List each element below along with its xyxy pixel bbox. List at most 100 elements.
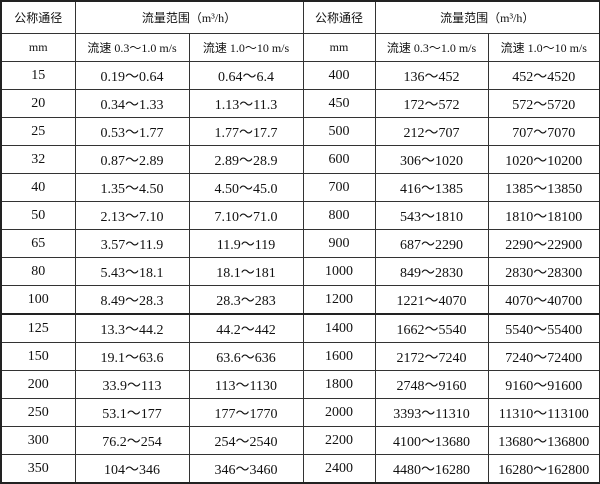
cell-a2: 172～572	[374, 89, 489, 118]
cell-b2: 572～5720	[487, 89, 600, 118]
cell-dn2: 450	[302, 89, 376, 118]
cell-b2: 1810～18100	[487, 201, 600, 230]
header-row-2: mm 流速 0.3～1.0 m/s 流速 1.0～10 m/s mm 流速 0.…	[0, 33, 600, 62]
cell-a1: 13.3～44.2	[74, 313, 190, 343]
cell-a1: 5.43～18.1	[74, 257, 190, 286]
cell-a2: 1221～4070	[374, 285, 489, 315]
header-unit: mm	[302, 33, 376, 62]
cell-dn2: 700	[302, 173, 376, 202]
cell-b1: 2.89～28.9	[188, 145, 304, 174]
cell-dn1: 250	[0, 398, 76, 427]
cell-b1: 63.6～636	[188, 342, 304, 371]
cell-a2: 4100～13680	[374, 426, 489, 455]
cell-dn1: 100	[0, 285, 76, 315]
cell-a1: 53.1～177	[74, 398, 190, 427]
cell-dn2: 1400	[302, 313, 376, 343]
header-nominal-diameter: 公称通径	[0, 0, 76, 34]
cell-a1: 33.9～113	[74, 370, 190, 399]
cell-a1: 0.87～2.89	[74, 145, 190, 174]
header-speed-high: 流速 1.0～10 m/s	[188, 33, 304, 62]
cell-a2: 543～1810	[374, 201, 489, 230]
cell-b1: 7.10～71.0	[188, 201, 304, 230]
header-unit: mm	[0, 33, 76, 62]
cell-dn1: 200	[0, 370, 76, 399]
cell-dn1: 32	[0, 145, 76, 174]
cell-dn2: 1200	[302, 285, 376, 315]
cell-dn2: 2000	[302, 398, 376, 427]
cell-dn1: 25	[0, 117, 76, 146]
cell-b2: 2290～22900	[487, 229, 600, 258]
header-row-1: 公称通径 流量范围（m³/h） 公称通径 流量范围（m³/h）	[0, 0, 600, 34]
cell-b1: 11.9～119	[188, 229, 304, 258]
cell-a2: 1662～5540	[374, 313, 489, 343]
cell-a1: 104～346	[74, 454, 190, 484]
header-speed-low: 流速 0.3～1.0 m/s	[374, 33, 489, 62]
cell-b1: 44.2～442	[188, 313, 304, 343]
header-flow-range: 流量范围（m³/h）	[74, 0, 304, 34]
cell-dn2: 400	[302, 61, 376, 90]
cell-b1: 1.77～17.7	[188, 117, 304, 146]
cell-dn2: 600	[302, 145, 376, 174]
cell-dn2: 2400	[302, 454, 376, 484]
cell-dn2: 800	[302, 201, 376, 230]
cell-a2: 687～2290	[374, 229, 489, 258]
cell-b1: 177～1770	[188, 398, 304, 427]
cell-a2: 136～452	[374, 61, 489, 90]
cell-dn1: 40	[0, 173, 76, 202]
cell-a2: 3393～11310	[374, 398, 489, 427]
cell-a2: 212～707	[374, 117, 489, 146]
table-row: 65 3.57～11.9 11.9～119 900 687～2290 2290～22900	[0, 229, 600, 258]
cell-b2: 2830～28300	[487, 257, 600, 286]
cell-b2: 16280～162800	[487, 454, 600, 484]
table-row: 200 33.9～113 113～1130 1800 2748～9160 9160～916…	[0, 370, 600, 399]
cell-a1: 8.49～28.3	[74, 285, 190, 315]
cell-dn2: 1800	[302, 370, 376, 399]
cell-a1: 1.35～4.50	[74, 173, 190, 202]
cell-dn1: 150	[0, 342, 76, 371]
cell-a1: 0.34～1.33	[74, 89, 190, 118]
cell-b1: 113～1130	[188, 370, 304, 399]
table-row: 15 0.19～0.64 0.64～6.4 400 136～452 452～4520	[0, 61, 600, 90]
cell-dn1: 65	[0, 229, 76, 258]
cell-b2: 11310～113100	[487, 398, 600, 427]
cell-dn1: 125	[0, 313, 76, 343]
cell-b1: 1.13～11.3	[188, 89, 304, 118]
cell-dn1: 15	[0, 61, 76, 90]
table-row: 20 0.34～1.33 1.13～11.3 450 172～572 572～5720	[0, 89, 600, 118]
table-row: 150 19.1～63.6 63.6～636 1600 2172～7240 7240～72…	[0, 342, 600, 371]
cell-dn2: 1000	[302, 257, 376, 286]
cell-dn1: 20	[0, 89, 76, 118]
cell-b2: 452～4520	[487, 61, 600, 90]
header-nominal-diameter: 公称通径	[302, 0, 376, 34]
cell-a1: 2.13～7.10	[74, 201, 190, 230]
cell-dn2: 900	[302, 229, 376, 258]
cell-a2: 306～1020	[374, 145, 489, 174]
cell-dn1: 50	[0, 201, 76, 230]
cell-dn2: 1600	[302, 342, 376, 371]
cell-b2: 7240～72400	[487, 342, 600, 371]
cell-b2: 13680～136800	[487, 426, 600, 455]
table-row: 80 5.43～18.1 18.1～181 1000 849～2830 2830～2830…	[0, 257, 600, 286]
cell-a1: 19.1～63.6	[74, 342, 190, 371]
cell-b2: 5540～55400	[487, 313, 600, 343]
cell-a1: 0.19～0.64	[74, 61, 190, 90]
table-row: 50 2.13～7.10 7.10～71.0 800 543～1810 1810～1810…	[0, 201, 600, 230]
cell-b1: 254～2540	[188, 426, 304, 455]
cell-dn2: 500	[302, 117, 376, 146]
cell-b2: 9160～91600	[487, 370, 600, 399]
cell-a2: 2748～9160	[374, 370, 489, 399]
cell-b2: 1385～13850	[487, 173, 600, 202]
table-row: 125 13.3～44.2 44.2～442 1400 1662～5540 5540～55…	[0, 313, 600, 343]
cell-b1: 4.50～45.0	[188, 173, 304, 202]
cell-dn1: 350	[0, 454, 76, 484]
table-row: 250 53.1～177 177～1770 2000 3393～11310 11310～1…	[0, 398, 600, 427]
cell-a2: 2172～7240	[374, 342, 489, 371]
header-flow-range: 流量范围（m³/h）	[374, 0, 600, 34]
cell-a2: 849～2830	[374, 257, 489, 286]
cell-b1: 346～3460	[188, 454, 304, 484]
cell-b1: 28.3～283	[188, 285, 304, 315]
cell-b2: 4070～40700	[487, 285, 600, 315]
cell-a1: 76.2～254	[74, 426, 190, 455]
cell-dn1: 300	[0, 426, 76, 455]
